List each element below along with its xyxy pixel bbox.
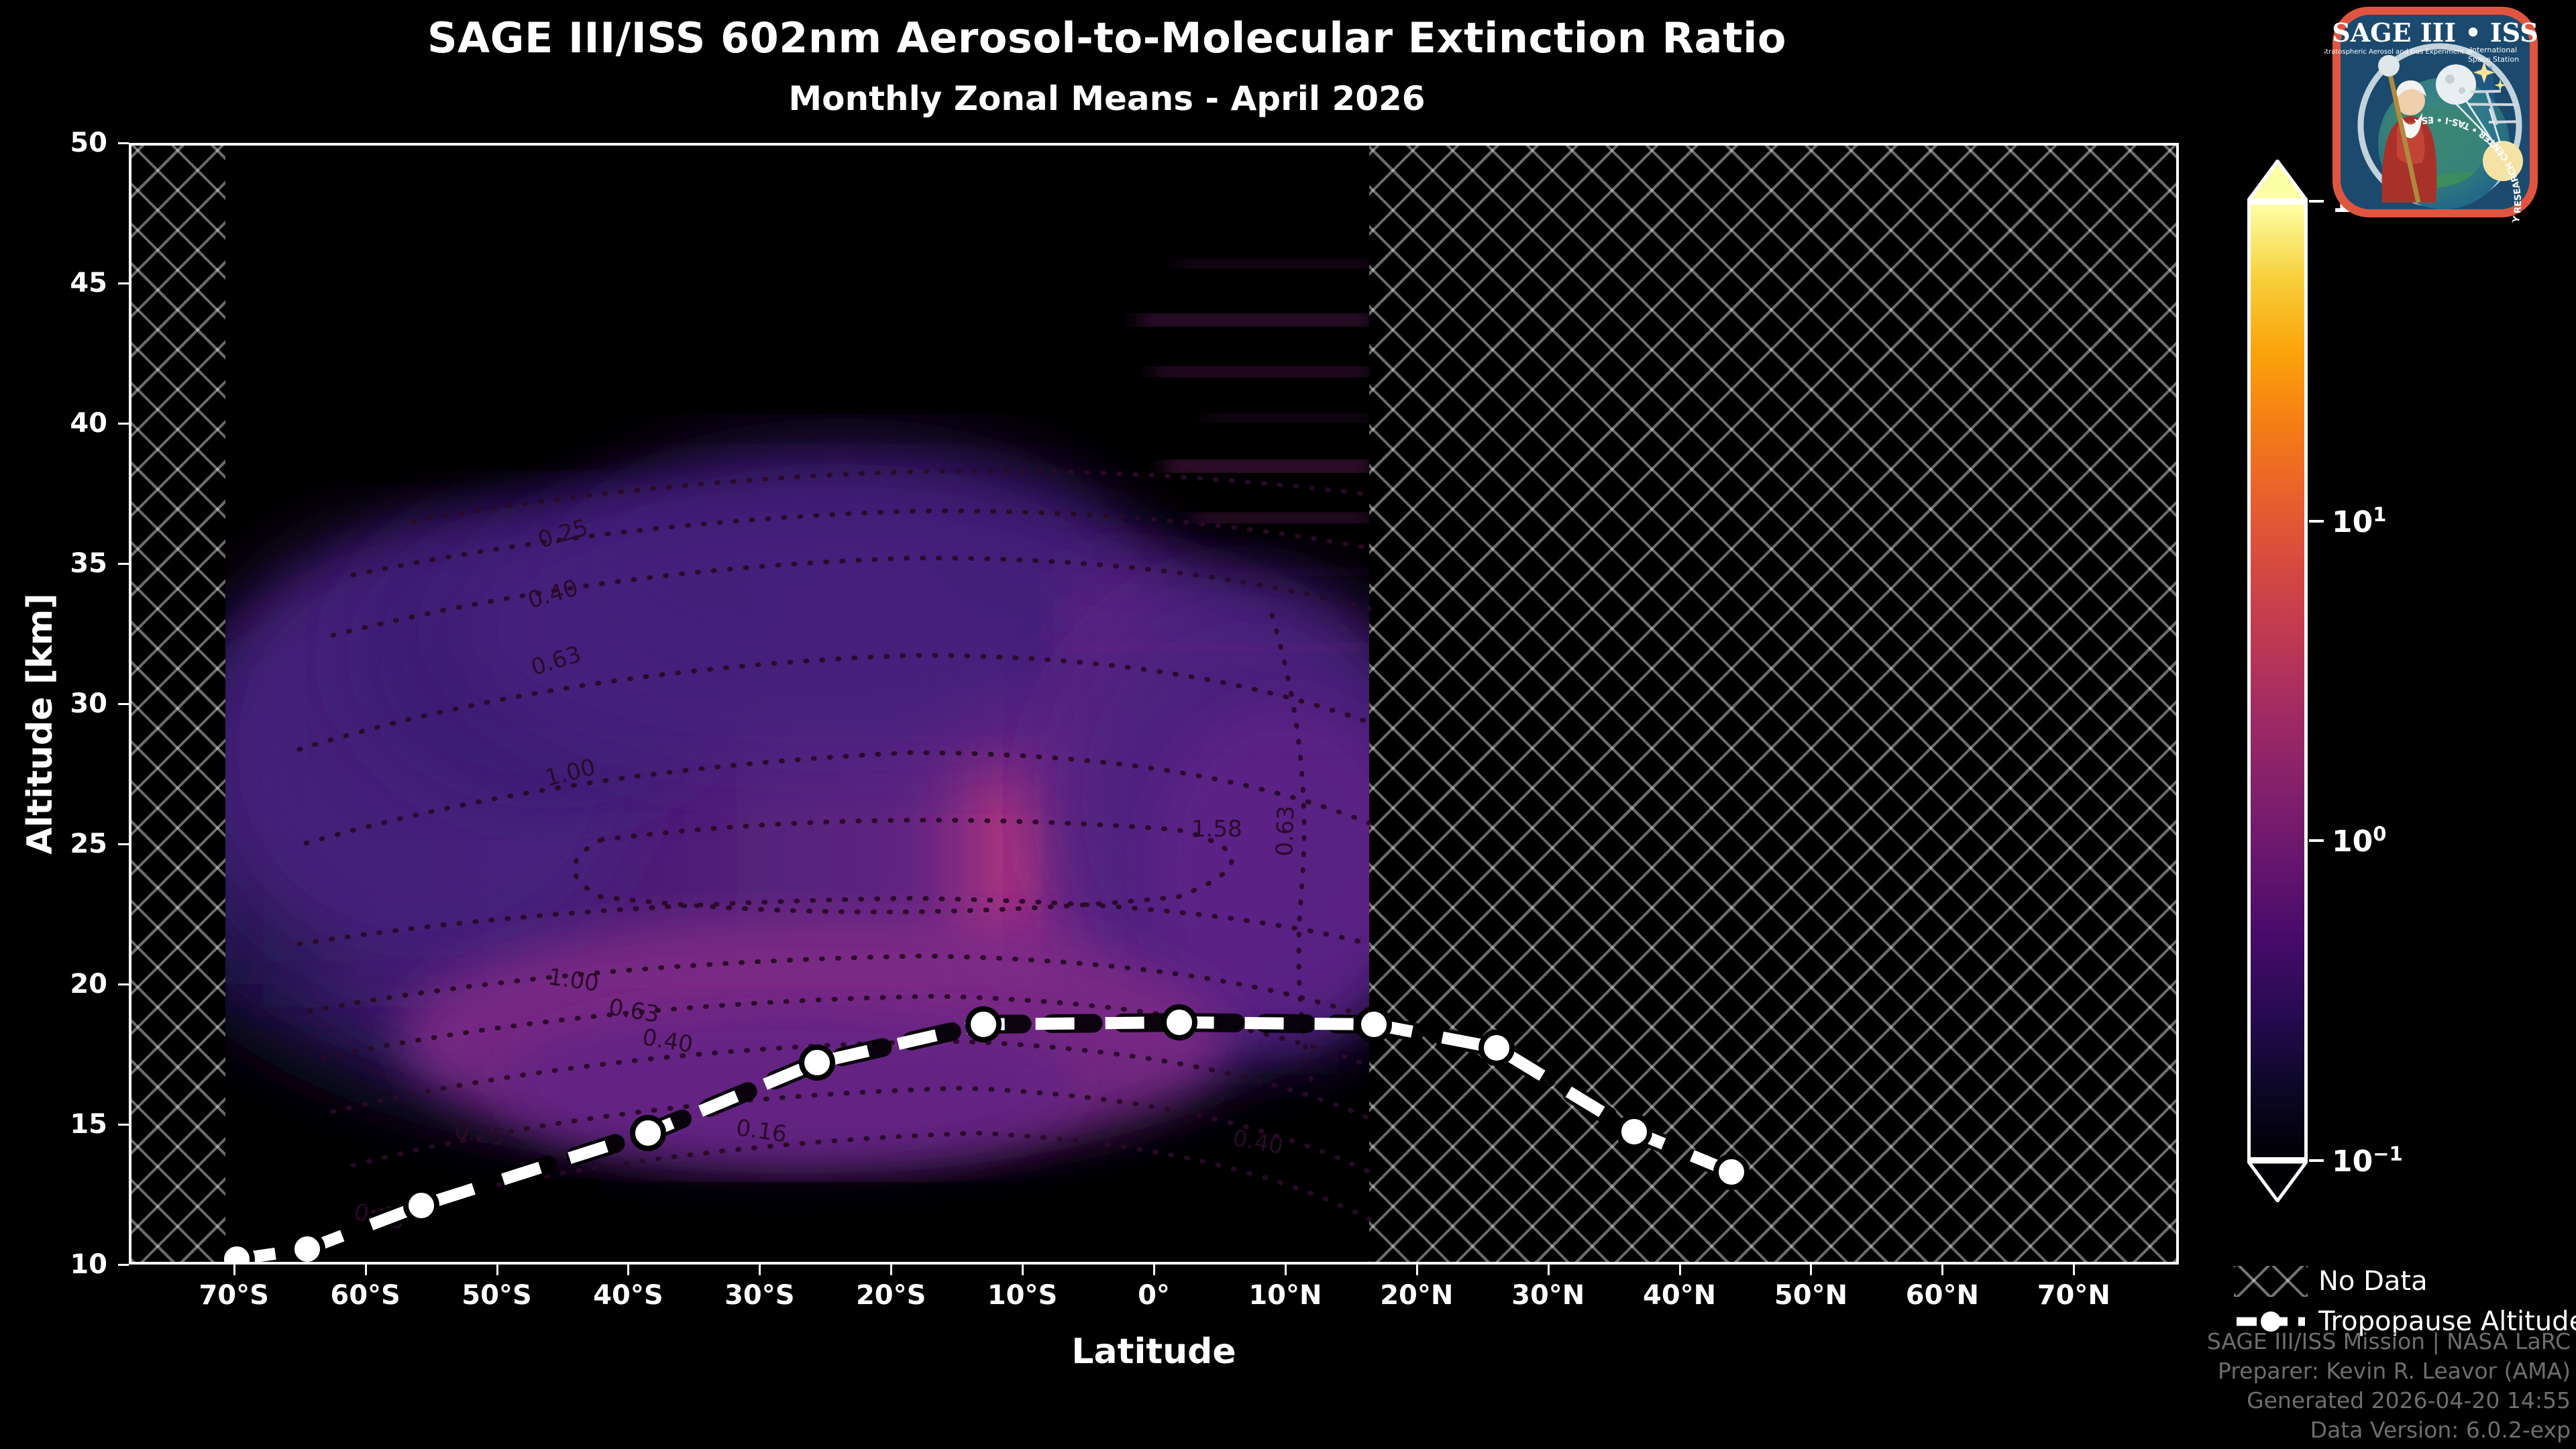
legend-label-tropopause: Tropopause Altitude	[2318, 1306, 2576, 1337]
x-tick-label: 40°S	[593, 1280, 663, 1311]
dashed-line-marker-icon	[2234, 1306, 2308, 1337]
y-tick-label: 50	[70, 127, 107, 158]
colorbar-tick	[2309, 519, 2324, 523]
y-tick	[118, 1264, 129, 1266]
x-tick-label: 20°S	[855, 1280, 926, 1311]
x-tick	[1810, 1265, 1813, 1275]
footer-line-mission: SAGE III/ISS Mission | NASA LaRC	[2206, 1328, 2571, 1354]
contour-lines	[297, 468, 1372, 1222]
x-tick	[1284, 1265, 1287, 1275]
hatch-swatch-icon	[2234, 1266, 2308, 1297]
x-tick-label: 50°S	[462, 1280, 532, 1311]
legend-item-no-data: No Data	[2234, 1261, 2576, 1301]
y-tick	[118, 282, 129, 284]
footer-line-preparer: Preparer: Kevin R. Leavor (AMA)	[2218, 1358, 2571, 1384]
x-tick-label: 60°S	[330, 1280, 400, 1311]
colorbar-tick-label: 101	[2332, 502, 2387, 539]
tropopause-overlay	[219, 1004, 1750, 1262]
y-tick	[118, 983, 129, 985]
x-tick-label: 70°S	[199, 1280, 269, 1311]
colorbar: 10210110010−1	[2247, 160, 2403, 1202]
footer-line-generated: Generated 2026-04-20 14:55	[2247, 1387, 2571, 1413]
x-tick	[233, 1265, 235, 1275]
extinction-ratio-field: 0.25 0.40 0.63 1.00 1.58 0.63 1.00 0.63 …	[225, 146, 1383, 1262]
y-tick	[118, 142, 129, 144]
y-axis-title: Altitude [km]	[20, 593, 60, 855]
legend: No Data Tropopause Altitude	[2234, 1261, 2576, 1342]
x-tick	[1678, 1265, 1681, 1275]
colorbar-tick-label: 10−1	[2332, 1142, 2403, 1179]
x-tick-label: 30°N	[1511, 1280, 1585, 1311]
y-tick-label: 40	[70, 408, 107, 439]
y-tick-label: 45	[70, 268, 107, 299]
sage-iii-iss-mission-patch: SAGE III • ISS Stratospheric Aerosol and…	[2324, 7, 2538, 223]
colorbar-tick	[2309, 1159, 2324, 1162]
colorbar-tick	[2309, 200, 2324, 203]
y-tick-label: 30	[70, 688, 107, 719]
x-tick-label: 10°N	[1248, 1280, 1322, 1311]
logo-subtitle-right-1: International	[2470, 46, 2517, 54]
x-tick	[364, 1265, 367, 1275]
colorbar-extend-bottom	[2247, 1161, 2308, 1202]
y-tick-label: 15	[70, 1109, 107, 1140]
x-tick-label: 30°S	[724, 1280, 795, 1311]
tropopause-markers	[219, 1004, 1750, 1262]
y-tick-label: 25	[70, 828, 107, 859]
x-tick-label: 40°N	[1643, 1280, 1717, 1311]
footer-line-version: Data Version: 6.0.2-exp	[2310, 1417, 2571, 1443]
y-tick-label: 35	[70, 548, 107, 579]
x-tick	[1022, 1265, 1024, 1275]
x-tick-label: 10°S	[987, 1280, 1058, 1311]
x-tick	[1415, 1265, 1418, 1275]
x-tick-label: 50°N	[1774, 1280, 1848, 1311]
colorbar-tick-label: 100	[2332, 822, 2387, 859]
x-tick	[890, 1265, 893, 1275]
x-tick-label: 20°N	[1380, 1280, 1454, 1311]
y-tick	[118, 1124, 129, 1126]
heatmap-plot-area: 0.25 0.40 0.63 1.00 1.58 0.63 1.00 0.63 …	[129, 143, 2179, 1265]
y-tick-label: 10	[70, 1249, 107, 1280]
colorbar-tick	[2309, 839, 2324, 843]
x-tick	[1547, 1265, 1550, 1275]
colorbar-gradient	[2247, 201, 2308, 1161]
logo-title: SAGE III • ISS	[2332, 17, 2538, 48]
y-tick-label: 20	[70, 969, 107, 1000]
page-subtitle: Monthly Zonal Means - April 2026	[788, 79, 1426, 118]
footer-credits: SAGE III/ISS Mission | NASA LaRC Prepare…	[2207, 1327, 2571, 1445]
y-tick	[118, 843, 129, 845]
svg-text:1.58: 1.58	[1191, 816, 1242, 843]
x-tick	[1153, 1265, 1155, 1275]
x-tick-label: 0°	[1138, 1280, 1170, 1311]
y-tick	[118, 423, 129, 425]
x-tick	[627, 1265, 630, 1275]
legend-label-no-data: No Data	[2318, 1266, 2428, 1297]
x-tick-label: 70°N	[2037, 1280, 2110, 1311]
page-title: SAGE III/ISS 602nm Aerosol-to-Molecular …	[427, 13, 1787, 62]
x-tick	[496, 1265, 498, 1275]
x-tick-label: 60°N	[1905, 1280, 1979, 1311]
logo-subtitle-right-2: Space Station	[2468, 55, 2519, 64]
x-axis-title: Latitude	[1071, 1332, 1236, 1372]
legend-item-tropopause: Tropopause Altitude	[2234, 1301, 2576, 1342]
logo-subtitle-left: Stratospheric Aerosol and Gas Experiment…	[2324, 48, 2472, 56]
x-tick	[1941, 1265, 1944, 1275]
colorbar-extend-top	[2247, 160, 2308, 201]
y-tick	[118, 703, 129, 705]
y-tick	[118, 563, 129, 565]
x-tick	[2073, 1265, 2076, 1275]
x-tick	[759, 1265, 761, 1275]
svg-text:0.63: 0.63	[1271, 805, 1300, 857]
